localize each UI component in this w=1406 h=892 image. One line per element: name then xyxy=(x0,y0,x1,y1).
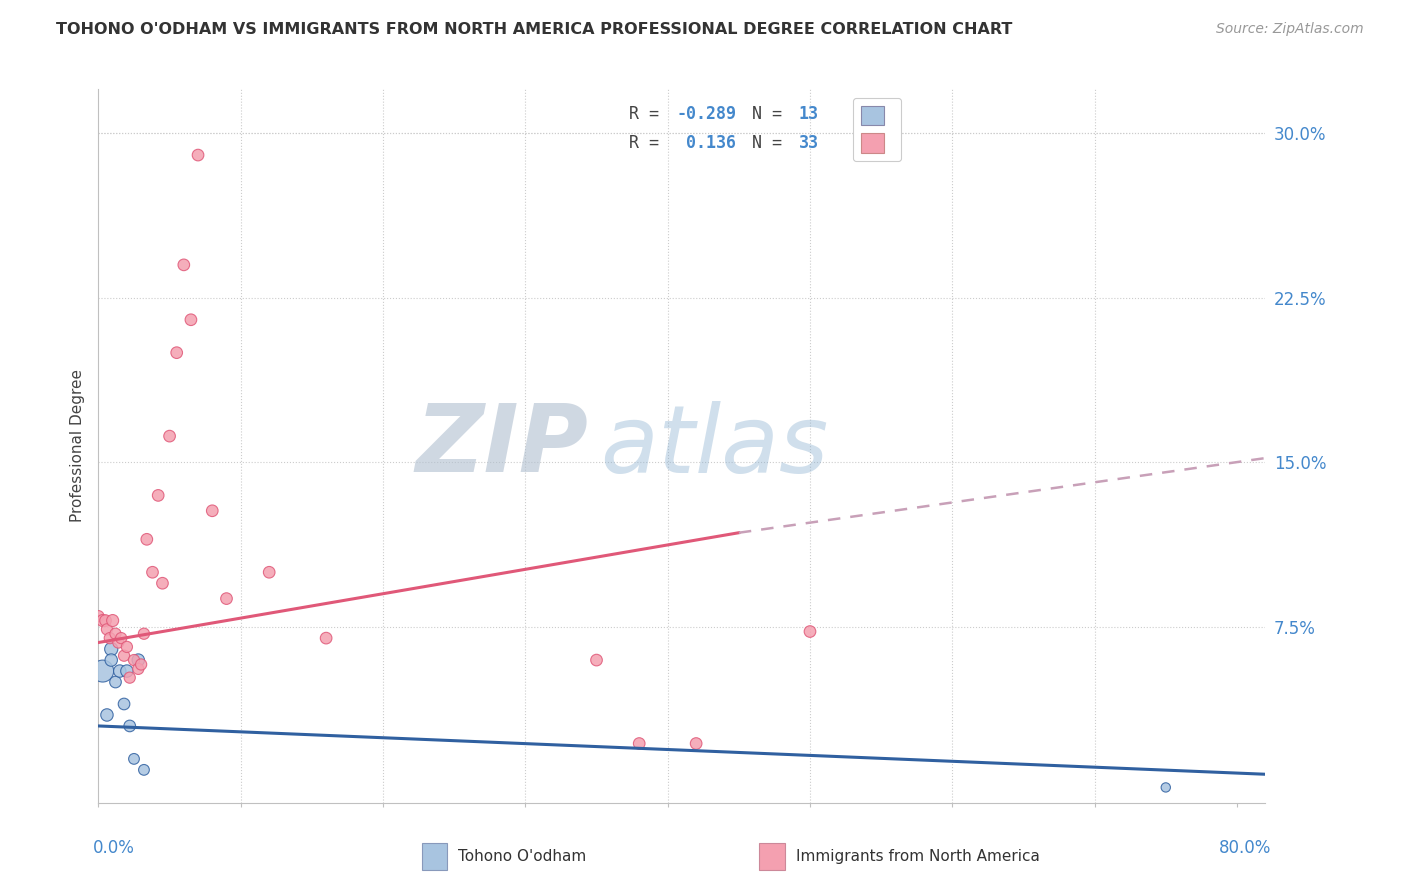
Point xyxy=(107,635,129,649)
Point xyxy=(166,345,188,359)
Text: R =: R = xyxy=(630,105,659,123)
Point xyxy=(1154,780,1177,795)
Point xyxy=(257,566,280,580)
Point xyxy=(132,763,155,777)
Point xyxy=(122,752,145,766)
Point xyxy=(115,664,138,678)
Text: 0.0%: 0.0% xyxy=(93,838,135,856)
Text: 0.136: 0.136 xyxy=(676,134,737,152)
Point xyxy=(112,648,135,663)
Point xyxy=(118,671,141,685)
Point xyxy=(215,591,238,606)
Text: N =: N = xyxy=(752,134,782,152)
Point xyxy=(132,626,155,640)
Text: 33: 33 xyxy=(799,134,818,152)
Point xyxy=(108,664,131,678)
Point xyxy=(96,708,118,723)
Point xyxy=(685,737,707,751)
Y-axis label: Professional Degree: Professional Degree xyxy=(70,369,86,523)
Point xyxy=(201,504,224,518)
Point xyxy=(91,664,114,678)
Text: N =: N = xyxy=(752,105,782,123)
Text: Immigrants from North America: Immigrants from North America xyxy=(796,849,1039,863)
Point xyxy=(315,631,337,645)
Point xyxy=(115,640,138,654)
Point xyxy=(104,675,127,690)
Point xyxy=(173,258,195,272)
Legend: , : , xyxy=(853,97,901,161)
Text: TOHONO O'ODHAM VS IMMIGRANTS FROM NORTH AMERICA PROFESSIONAL DEGREE CORRELATION : TOHONO O'ODHAM VS IMMIGRANTS FROM NORTH … xyxy=(56,22,1012,37)
Point xyxy=(118,719,141,733)
Point xyxy=(100,642,122,657)
Point xyxy=(180,312,202,326)
Point xyxy=(94,614,117,628)
Text: 80.0%: 80.0% xyxy=(1219,838,1271,856)
Point xyxy=(628,737,651,751)
Text: Source: ZipAtlas.com: Source: ZipAtlas.com xyxy=(1216,22,1364,37)
Text: R =: R = xyxy=(630,134,659,152)
Point xyxy=(100,653,122,667)
Text: Tohono O'odham: Tohono O'odham xyxy=(458,849,586,863)
Point xyxy=(122,653,145,667)
Point xyxy=(104,626,127,640)
Point xyxy=(141,566,163,580)
Point xyxy=(187,148,209,162)
Point xyxy=(127,653,149,667)
Text: 13: 13 xyxy=(799,105,818,123)
Point xyxy=(101,614,124,628)
Point xyxy=(98,631,121,645)
Point xyxy=(110,631,132,645)
Point xyxy=(91,614,114,628)
Point xyxy=(129,657,152,672)
Text: atlas: atlas xyxy=(600,401,828,491)
Point xyxy=(799,624,821,639)
Point xyxy=(585,653,607,667)
Point xyxy=(127,662,149,676)
Point xyxy=(152,576,174,591)
Point xyxy=(148,488,170,502)
Point xyxy=(135,533,157,547)
Point xyxy=(96,623,118,637)
Text: ZIP: ZIP xyxy=(416,400,589,492)
Point xyxy=(87,609,110,624)
Point xyxy=(112,697,135,711)
Text: -0.289: -0.289 xyxy=(676,105,737,123)
Point xyxy=(159,429,181,443)
